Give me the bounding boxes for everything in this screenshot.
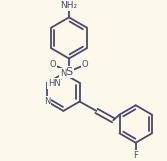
Text: HN: HN [48, 79, 60, 88]
Text: F: F [133, 151, 138, 160]
Text: N: N [60, 69, 67, 78]
Text: S: S [65, 67, 73, 77]
Text: NH₂: NH₂ [60, 1, 77, 10]
Text: O: O [82, 60, 88, 69]
Text: O: O [50, 60, 56, 69]
Text: N: N [44, 97, 50, 106]
